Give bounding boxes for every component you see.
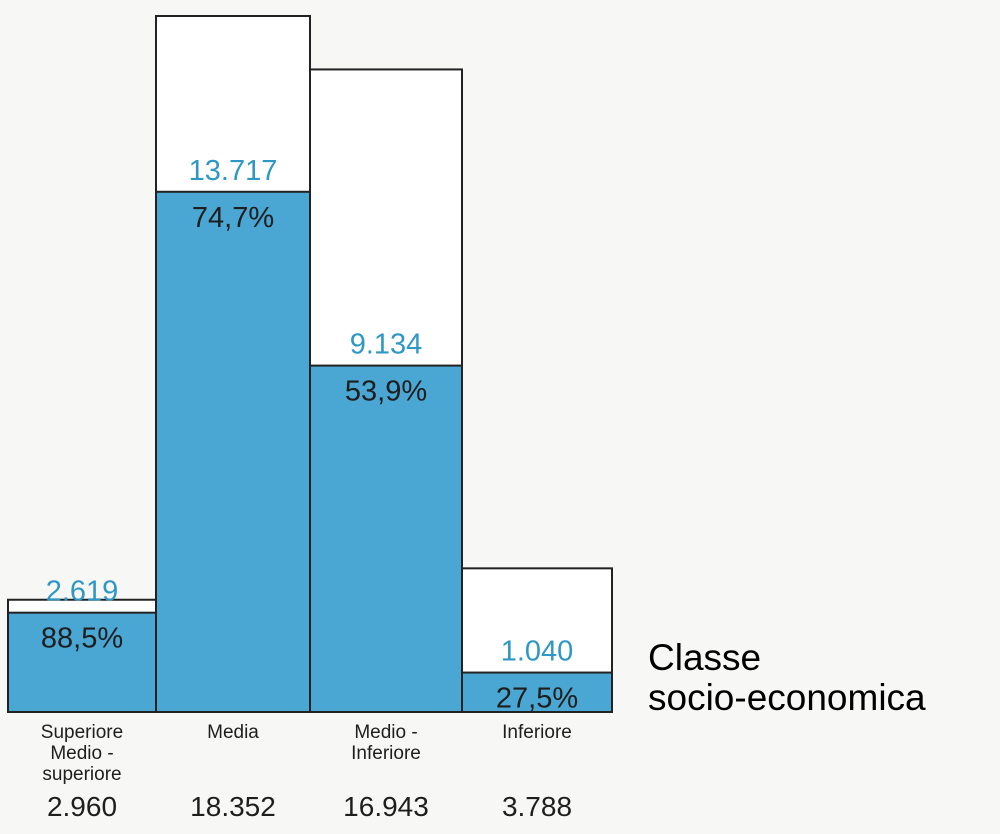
filled-value-label: 2.619 [46,576,119,608]
percent-label: 88,5% [41,623,123,655]
filled-bar [155,190,311,713]
percent-label: 74,7% [192,202,274,234]
category-label: Superiore [41,722,123,743]
total-label: 3.788 [502,791,572,822]
category-label: Medio - [50,743,113,764]
total-label: 16.943 [343,791,429,822]
filled-bar [7,611,157,714]
filled-value-label: 9.134 [350,329,423,361]
filled-bar [461,671,613,714]
legend-title-line-1: Classe [648,637,761,678]
legend: Classe socio-economica [648,637,926,718]
total-label: 18.352 [190,791,276,822]
legend-title-line-2: socio-economica [648,677,926,718]
bars-group [7,15,613,714]
filled-value-label: 1.040 [501,636,574,668]
category-label: superiore [42,764,121,785]
category-label: Media [207,722,259,743]
category-label: Inferiore [351,743,421,764]
percent-label: 53,9% [345,376,427,408]
filled-bar [309,364,463,713]
category-label: Inferiore [502,722,572,743]
percent-label: 27,5% [496,683,578,715]
category-label: Medio - [354,722,417,743]
filled-value-label: 13.717 [189,155,278,187]
total-label: 2.960 [47,791,117,822]
